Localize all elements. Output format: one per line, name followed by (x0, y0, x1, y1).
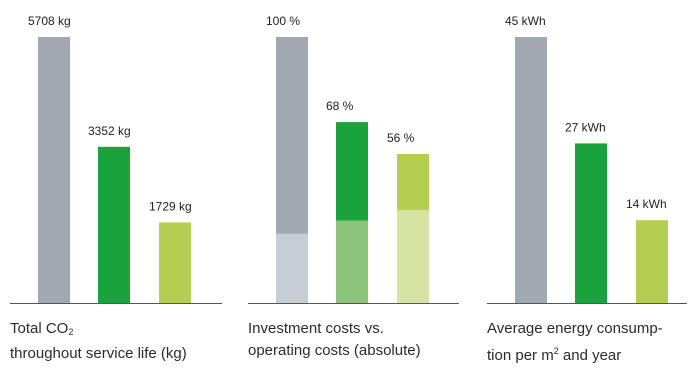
value-label-investment-costs-2: 68 % (326, 99, 354, 113)
value-label-investment-costs-3: 56 % (387, 131, 415, 145)
bar-total-co2-2 (98, 146, 130, 303)
caption-energy-consumption-line1: Average energy consump- (487, 320, 663, 337)
caption-energy-consumption: Average energy consump- tion per m2 and … (487, 318, 663, 367)
value-label-energy-consumption-1: 45 kWh (505, 14, 546, 28)
caption-investment-costs-line2: operating costs (absolute) (248, 342, 421, 359)
chart-total-co2: 5708 kg 3352 kg 1729 kg (10, 14, 222, 304)
bar-total-co2-1 (38, 37, 70, 303)
value-label-total-co2-1: 5708 kg (28, 14, 71, 28)
bar-energy-consumption-2 (575, 143, 607, 303)
value-label-investment-costs-1: 100 % (266, 14, 300, 28)
bar-energy-consumption-1 (515, 37, 547, 303)
caption-energy-consumption-line2: tion per m2 and year (487, 346, 622, 364)
bar-investment-costs-3-investment (397, 154, 429, 210)
chart-energy-consumption: 45 kWh 27 kWh 14 kWh (487, 14, 687, 304)
value-label-total-co2-3: 1729 kg (149, 199, 192, 213)
bar-total-co2-3 (159, 222, 191, 303)
value-label-energy-consumption-3: 14 kWh (626, 197, 667, 211)
caption-total-co2-line2: throughout service life (kg) (10, 345, 187, 362)
caption-total-co2-line1: Total CO2 (10, 320, 74, 337)
bar-investment-costs-3-operating (397, 209, 429, 303)
caption-investment-costs-line1: Investment costs vs. (248, 320, 384, 337)
bar-investment-costs-1-investment (276, 37, 308, 234)
value-label-total-co2-2: 3352 kg (88, 124, 131, 138)
value-label-energy-consumption-2: 27 kWh (565, 120, 606, 134)
bar-investment-costs-1-operating (276, 233, 308, 303)
chart-investment-costs: 100 % 68 % 56 % (248, 14, 459, 304)
caption-total-co2: Total CO2 throughout service life (kg) (10, 318, 187, 365)
bar-energy-consumption-3 (636, 220, 668, 303)
caption-investment-costs: Investment costs vs. operating costs (ab… (248, 318, 421, 362)
bar-investment-costs-2-investment (336, 122, 368, 221)
bar-investment-costs-2-operating (336, 220, 368, 303)
